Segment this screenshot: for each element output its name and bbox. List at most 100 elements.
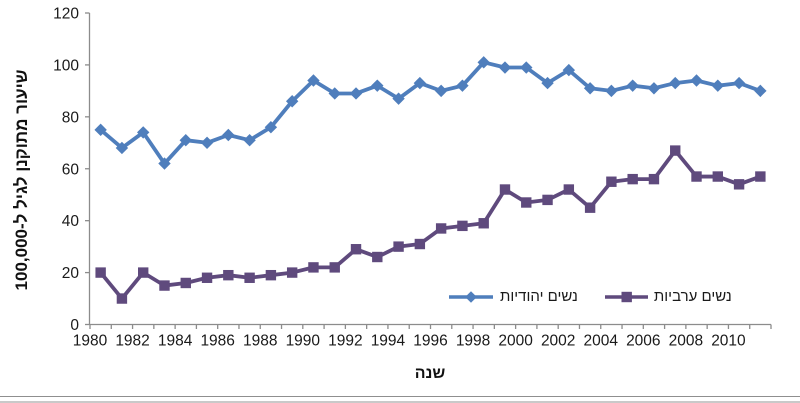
data-point-marker [393, 241, 404, 252]
data-point-marker [138, 267, 149, 278]
data-point-marker [477, 56, 490, 69]
data-point-marker [115, 141, 129, 155]
data-point-marker [180, 277, 191, 289]
data-point-marker [733, 179, 745, 190]
data-point-marker [499, 184, 511, 195]
data-point-marker [349, 87, 363, 100]
legend-label-arab-women: נשים ערביות [653, 288, 732, 305]
data-point-marker [605, 84, 618, 98]
x-tick-label: 1984 [158, 333, 193, 350]
data-point-marker [201, 272, 213, 283]
x-tick-label: 2006 [626, 333, 660, 350]
data-point-marker [200, 136, 214, 149]
data-point-marker [158, 157, 171, 170]
x-tick-label: 2000 [498, 333, 533, 350]
data-point-marker [329, 262, 340, 273]
data-point-marker [371, 79, 384, 92]
data-point-marker [285, 95, 299, 108]
data-point-marker [95, 267, 106, 278]
x-tick-label: 1996 [413, 333, 447, 350]
data-point-marker [264, 121, 278, 134]
data-point-marker [413, 76, 427, 90]
data-point-marker [265, 269, 277, 281]
y-tick-label: 120 [53, 6, 79, 23]
data-point-marker [498, 61, 512, 74]
data-point-marker [350, 244, 362, 255]
data-point-marker [414, 238, 426, 250]
y-tick-label: 20 [62, 265, 80, 282]
jewish-women-series-swatch [449, 290, 493, 303]
legend-item-jewish-women: נשים יהודיות [448, 288, 578, 305]
data-point-marker [541, 76, 554, 90]
data-point-marker [456, 79, 469, 92]
y-tick-label: 80 [62, 109, 80, 126]
data-point-marker [584, 202, 596, 213]
data-point-marker [647, 82, 661, 95]
x-tick-label: 2008 [669, 333, 703, 350]
diamond-legend-marker [465, 290, 477, 303]
legend: נשים יהודיות נשים ערביות [448, 288, 732, 305]
data-point-marker [308, 262, 319, 273]
data-point-marker [159, 280, 170, 291]
data-point-marker [562, 63, 576, 77]
data-point-marker [457, 220, 468, 232]
data-point-marker [116, 293, 128, 304]
data-point-marker [732, 76, 746, 90]
y-axis-title: שיעור מתוקנן לגיל ל-100,000 [12, 69, 31, 291]
data-point-marker [286, 267, 298, 278]
x-tick-label: 2010 [711, 333, 746, 350]
data-point-marker [648, 173, 660, 185]
x-tick-label: 2004 [584, 333, 619, 350]
data-point-marker [223, 269, 234, 281]
data-point-marker [711, 79, 724, 92]
data-point-marker [670, 145, 681, 156]
data-point-marker [626, 79, 639, 92]
data-point-marker [179, 133, 192, 147]
y-tick-label: 40 [62, 213, 80, 230]
y-tick-label: 100 [53, 57, 79, 74]
y-tick-label: 0 [70, 317, 79, 334]
data-point-marker [755, 171, 766, 182]
data-point-marker [563, 184, 575, 195]
x-tick-label: 1986 [200, 333, 234, 350]
arab-women-series-line [99, 148, 762, 301]
data-point-marker [243, 133, 256, 147]
data-point-marker [669, 76, 682, 90]
data-point-marker [137, 126, 150, 139]
data-point-marker [222, 128, 235, 142]
data-point-marker [328, 87, 341, 100]
jewish-women-series-line [99, 60, 762, 166]
data-point-marker [244, 272, 255, 283]
x-tick-label: 1980 [73, 333, 108, 350]
x-tick-label: 1990 [286, 333, 321, 350]
data-point-marker [478, 218, 489, 229]
x-axis-title: שנה [414, 365, 446, 382]
data-point-marker [372, 251, 383, 263]
data-point-marker [712, 171, 723, 182]
y-tick-label: 60 [62, 161, 80, 178]
x-tick-label: 1992 [328, 333, 362, 350]
page-edge-line [0, 401, 800, 403]
x-tick-label: 1988 [243, 333, 277, 350]
x-tick-label: 1994 [371, 333, 406, 350]
data-point-marker [94, 123, 107, 137]
data-point-marker [690, 74, 703, 87]
x-tick-label: 1998 [456, 333, 490, 350]
arab-women-series-swatch [604, 291, 648, 302]
data-point-marker [754, 84, 767, 98]
data-point-marker [583, 82, 597, 95]
data-point-marker [520, 61, 533, 74]
page-divider-line [0, 396, 800, 397]
legend-item-arab-women: נשים ערביות [604, 288, 732, 305]
x-tick-label: 2002 [541, 333, 575, 350]
data-point-marker [606, 176, 617, 187]
data-point-marker [542, 194, 553, 206]
data-point-marker [434, 84, 448, 98]
data-point-marker [627, 173, 638, 185]
data-point-marker [307, 74, 320, 87]
data-point-marker [521, 197, 532, 208]
legend-label-jewish-women: נשים יהודיות [500, 288, 578, 305]
x-tick-label: 1982 [115, 333, 149, 350]
